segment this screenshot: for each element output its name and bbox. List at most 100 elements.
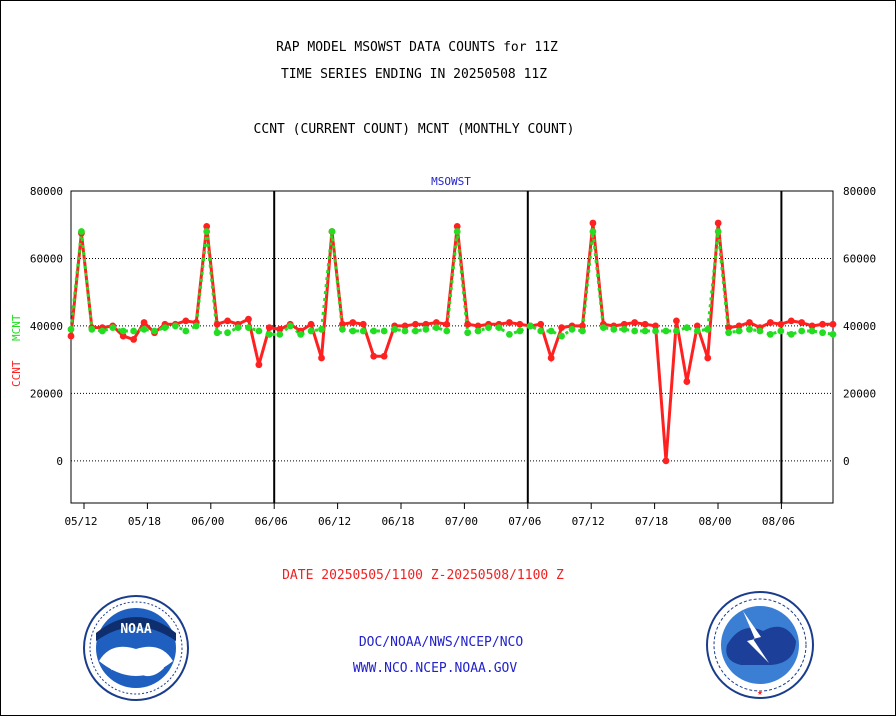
point-mcnt <box>161 324 169 332</box>
point-mcnt <box>766 330 774 338</box>
point-ccnt <box>401 322 409 330</box>
series-lines <box>69 222 834 461</box>
point-ccnt <box>453 223 461 230</box>
point-mcnt <box>276 330 284 338</box>
y-tick-label-left: 0 <box>56 455 63 468</box>
y-tick-label-right: 20000 <box>843 387 876 400</box>
svg-text:★: ★ <box>757 688 763 698</box>
point-mcnt <box>495 324 503 332</box>
point-mcnt <box>579 327 586 335</box>
point-mcnt <box>370 327 378 335</box>
point-mcnt <box>537 327 545 335</box>
x-axis: 05/12 05/18 06/00 06/06 06/12 06/18 07/00 07/06… <box>64 503 795 528</box>
link-doc-noaa[interactable]: DOC/NOAA/NWS/NCEP/NCO <box>359 635 524 650</box>
point-mcnt <box>485 324 492 332</box>
point-mcnt <box>88 325 96 333</box>
point-ccnt <box>714 219 722 227</box>
point-mcnt <box>318 325 325 333</box>
x-tick-label: 06/00 <box>191 515 224 528</box>
point-mcnt <box>725 329 733 337</box>
point-mcnt <box>192 322 200 330</box>
point-mcnt <box>98 327 106 335</box>
link-nco-website[interactable]: WWW.NCO.NCEP.NOAA.GOV <box>353 661 518 676</box>
point-mcnt <box>297 330 305 338</box>
point-ccnt <box>579 322 586 330</box>
point-ccnt <box>746 319 753 326</box>
point-mcnt <box>109 324 117 332</box>
point-ccnt <box>631 319 639 326</box>
point-ccnt <box>443 320 451 328</box>
header-line1: RAP MODEL MSOWST DATA COUNTS for 11Z <box>276 40 558 55</box>
plot-frame <box>70 190 834 504</box>
point-ccnt <box>808 322 816 330</box>
point-ccnt <box>777 320 785 328</box>
x-tick-label: 08/06 <box>762 515 795 528</box>
point-ccnt <box>67 332 75 340</box>
point-mcnt <box>453 228 461 235</box>
noaa-logo-text: NOAA <box>120 622 151 637</box>
point-mcnt <box>798 327 806 335</box>
x-tick-label: 06/12 <box>318 515 351 528</box>
point-ccnt <box>787 317 795 325</box>
point-mcnt <box>704 325 712 333</box>
point-mcnt <box>641 327 649 335</box>
point-mcnt <box>234 324 242 332</box>
point-ccnt <box>119 332 127 340</box>
point-mcnt <box>401 327 409 335</box>
point-mcnt <box>693 327 701 335</box>
series-points <box>67 219 837 465</box>
point-ccnt <box>474 322 482 330</box>
y-tick-label-right: 0 <box>843 455 850 468</box>
point-ccnt <box>203 223 211 230</box>
point-mcnt <box>829 330 837 338</box>
point-ccnt <box>537 320 545 328</box>
x-tick-label: 05/18 <box>128 515 161 528</box>
point-ccnt <box>140 319 148 326</box>
point-ccnt <box>558 324 566 332</box>
point-mcnt <box>589 228 597 235</box>
point-mcnt <box>620 325 628 333</box>
point-ccnt <box>673 317 680 325</box>
point-mcnt <box>714 228 722 235</box>
point-mcnt <box>631 327 639 335</box>
point-mcnt <box>151 327 158 335</box>
point-ccnt <box>359 320 367 328</box>
point-mcnt <box>558 332 566 340</box>
point-ccnt <box>412 320 419 328</box>
point-ccnt <box>224 317 231 325</box>
point-ccnt <box>464 320 472 328</box>
point-ccnt <box>182 317 190 325</box>
point-mcnt <box>78 228 85 235</box>
point-mcnt <box>506 330 513 338</box>
point-ccnt <box>265 324 273 332</box>
point-ccnt <box>735 322 743 330</box>
point-mcnt <box>683 324 691 332</box>
ylabel-ccnt: CCNT <box>10 360 23 387</box>
point-ccnt <box>725 324 733 332</box>
point-mcnt <box>819 329 826 337</box>
point-ccnt <box>338 320 346 328</box>
point-ccnt <box>245 315 252 323</box>
point-mcnt <box>286 322 294 330</box>
point-ccnt <box>766 319 774 326</box>
point-mcnt <box>391 325 398 333</box>
point-mcnt <box>673 327 680 335</box>
point-mcnt <box>130 327 138 335</box>
point-mcnt <box>735 327 743 335</box>
x-tick-label: 06/18 <box>381 515 414 528</box>
point-mcnt <box>662 327 670 335</box>
point-mcnt <box>568 325 576 333</box>
date-range: DATE 20250505/1100 Z-20250508/1100 Z <box>282 568 564 583</box>
y-tick-label-left: 40000 <box>30 320 63 333</box>
x-tick-label: 07/18 <box>635 515 668 528</box>
header-line2: TIME SERIES ENDING IN 20250508 11Z <box>281 67 547 82</box>
point-mcnt <box>652 327 659 335</box>
point-mcnt <box>224 329 231 337</box>
point-mcnt <box>516 327 524 335</box>
point-mcnt <box>349 327 357 335</box>
point-mcnt <box>599 324 607 332</box>
point-mcnt <box>307 327 315 335</box>
point-mcnt <box>140 325 148 333</box>
point-mcnt <box>610 325 618 333</box>
